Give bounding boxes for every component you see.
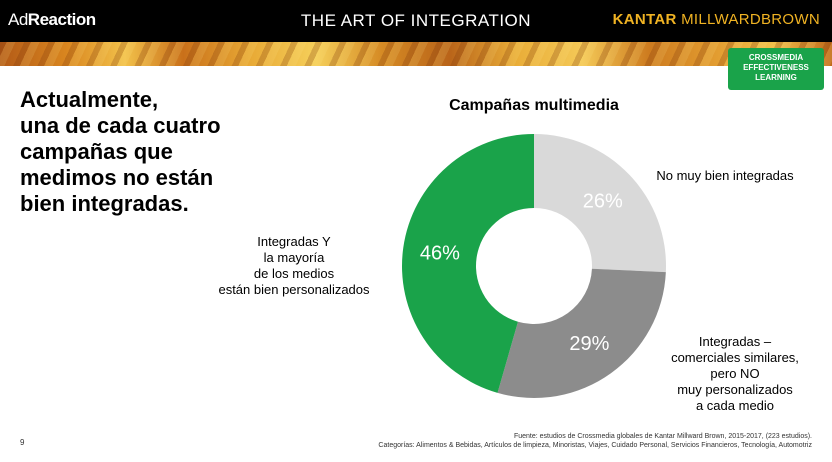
donut-slice-3	[402, 134, 534, 393]
crossmedia-badge: CROSSMEDIA EFFECTIVENESS LEARNING	[728, 48, 824, 90]
donut-slice-1	[534, 134, 666, 273]
slice-label-integradas-bien-personalizados: Integradas Y la mayoría de los medios es…	[218, 234, 370, 297]
donut-slice-1-value: 26%	[583, 190, 623, 212]
adreaction-logo: AdReaction	[8, 10, 96, 29]
donut-slice-2	[497, 268, 666, 398]
chart-title: Campañas multimedia	[449, 97, 619, 114]
header-bar: AdReaction THE ART OF INTEGRATION KANTAR…	[0, 0, 832, 42]
headline: Actualmente, una de cada cuatro campañas…	[20, 87, 221, 216]
page-header-title: THE ART OF INTEGRATION	[300, 11, 532, 30]
slice-label-no-muy-bien-integradas: No muy bien integradas	[656, 168, 794, 183]
page-number: 9	[20, 438, 25, 447]
source-footnote: Fuente: estudios de Crossmedia globales …	[378, 433, 812, 449]
kantar-logo: KANTAR MILLWARDBROWN	[612, 11, 820, 28]
donut-slice-2-value: 29%	[569, 333, 609, 355]
slice-label-integradas-comerciales-similares: Integradas – comerciales similares, pero…	[671, 334, 799, 413]
donut-slice-3-value: 46%	[420, 243, 460, 265]
decorative-banner	[0, 42, 832, 66]
